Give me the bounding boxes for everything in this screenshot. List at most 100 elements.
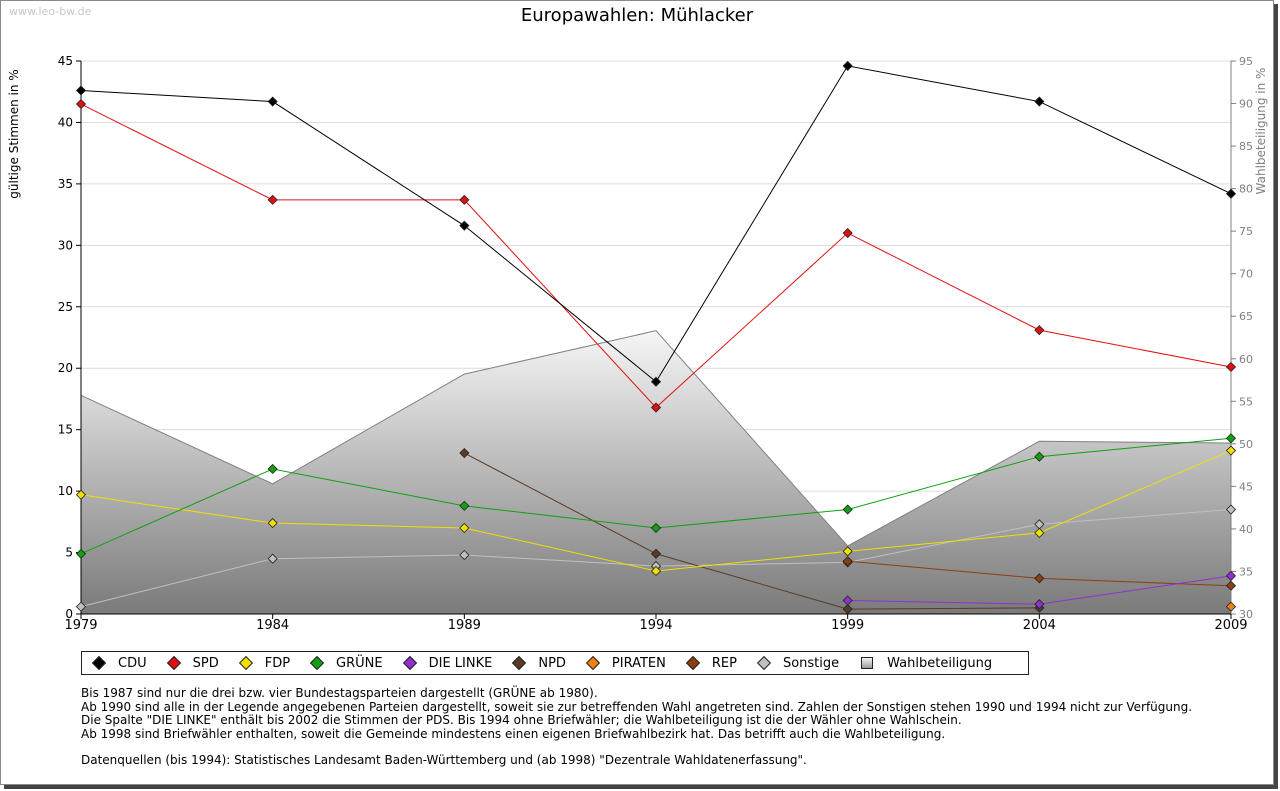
y2-tick-label: 40	[1239, 523, 1253, 536]
data-point-gr-ne	[1034, 451, 1045, 462]
y2-tick-label: 50	[1239, 438, 1253, 451]
y-tick-label: 25	[58, 300, 73, 314]
data-point-gr-ne	[650, 522, 662, 534]
legend-item: CDU	[91, 655, 147, 671]
data-point-fdp	[842, 546, 853, 557]
legend-label: CDU	[118, 655, 147, 671]
y2-axis-label: Wahlbeteiligung in %	[1254, 68, 1268, 195]
y-tick-label: 45	[58, 54, 73, 68]
data-point-fdp	[650, 565, 662, 577]
data-point-fdp	[459, 522, 470, 534]
y2-tick-label: 70	[1239, 268, 1253, 281]
series-line-npd	[464, 452, 1040, 610]
legend-marker	[166, 655, 181, 671]
legend-label: NPD	[538, 655, 566, 671]
legend-label: Wahlbeteiligung	[887, 655, 993, 671]
note-line: Ab 1990 sind alle in der Legende angegeb…	[81, 699, 1193, 714]
series-layer	[75, 60, 1237, 615]
series-npd	[459, 447, 1045, 615]
data-point-cdu	[1225, 188, 1237, 199]
data-point-die-linke	[842, 595, 853, 606]
series-cdu	[75, 60, 1237, 387]
series-gr-ne	[75, 433, 1237, 559]
legend-item: SPD	[166, 655, 219, 671]
notes-block: Bis 1987 sind nur die drei bzw. vier Bun…	[81, 686, 1193, 741]
y-tick-label: 40	[58, 115, 73, 129]
x-tick-label: 1994	[639, 618, 672, 633]
legend-marker	[685, 655, 700, 671]
data-point-die-linke	[1034, 599, 1045, 610]
data-point-spd	[1225, 361, 1237, 373]
data-point-rep	[1034, 573, 1045, 584]
y2-tick-label: 75	[1239, 225, 1253, 238]
y2-tick-label: 30	[1239, 608, 1253, 621]
y-tick-label: 20	[58, 361, 73, 375]
y2-tick-label: 85	[1239, 140, 1253, 153]
data-point-npd	[842, 604, 853, 615]
legend-item: Sonstige	[756, 655, 840, 671]
legend-marker	[91, 655, 107, 671]
legend-label: GRÜNE	[336, 655, 383, 671]
chart-legend: CDU SPD FDP GRÜNE DIE LINKE NPD PIRATEN REP Sons…	[81, 651, 1029, 675]
y-tick-label: 0	[65, 607, 73, 621]
data-point-fdp	[1225, 445, 1237, 456]
legend-marker	[585, 655, 600, 671]
y2-tick-label: 45	[1239, 480, 1253, 493]
data-point-cdu	[459, 220, 470, 231]
legend-item: FDP	[238, 655, 290, 671]
y2-tick-label: 35	[1239, 565, 1253, 578]
y2-tick-label: 65	[1239, 310, 1253, 323]
data-point-spd	[842, 227, 853, 239]
data-point-cdu	[267, 96, 278, 107]
data-point-fdp	[75, 489, 87, 500]
legend-label: SPD	[192, 655, 219, 671]
legend-item: GRÜNE	[309, 655, 383, 671]
y-tick-label: 35	[58, 177, 73, 191]
x-tick-label: 1999	[831, 618, 864, 633]
chart-svg: Europawahlen: Mühlacker 0 5 10 15 20 25 30 35 40…	[7, 5, 1268, 633]
source-note: Datenquellen (bis 1994): Statistisches L…	[81, 753, 807, 767]
series-rep	[842, 556, 1237, 591]
data-point-spd	[459, 194, 470, 205]
legend-item: REP	[685, 655, 737, 671]
data-point-sonstige	[75, 601, 87, 612]
axis-layer: 0 5 10 15 20 25 30 35 40 45 30 35 40 45 50 55 60 65 70 75 80…	[58, 54, 1253, 633]
legend-area-swatch	[861, 657, 874, 669]
data-point-gr-ne	[842, 504, 853, 515]
chart-title: Europawahlen: Mühlacker	[521, 5, 754, 26]
legend-label: PIRATEN	[611, 655, 666, 671]
data-point-rep	[1225, 580, 1237, 591]
data-point-sonstige	[267, 553, 278, 564]
series-piraten	[1225, 601, 1237, 612]
legend-item: PIRATEN	[585, 655, 666, 671]
legend-item: NPD	[512, 655, 566, 671]
legend-label: DIE LINKE	[428, 655, 493, 671]
y2-tick-label: 55	[1239, 395, 1253, 408]
y-axis-label: gültige Stimmen in %	[7, 69, 21, 198]
note-line: Die Spalte "DIE LINKE" enthält bis 2002 …	[81, 713, 962, 727]
legend-label: REP	[711, 655, 737, 671]
data-point-npd	[650, 548, 662, 559]
data-point-cdu	[75, 85, 87, 96]
data-point-spd	[1034, 325, 1045, 336]
watermark: www.leo-bw.de	[9, 5, 92, 18]
data-point-sonstige	[1225, 504, 1237, 515]
legend-label: Sonstige	[782, 655, 840, 671]
data-point-gr-ne	[1225, 433, 1237, 444]
data-point-gr-ne	[459, 500, 470, 511]
y2-tick-label: 80	[1239, 183, 1253, 196]
note-line: Bis 1987 sind nur die drei bzw. vier Bun…	[81, 686, 598, 700]
y2-tick-label: 90	[1239, 98, 1253, 111]
x-tick-label: 2004	[1023, 618, 1056, 633]
data-point-spd	[650, 402, 662, 413]
y2-tick-label: 60	[1239, 353, 1253, 366]
legend-marker	[512, 655, 527, 671]
data-point-spd	[267, 194, 278, 205]
data-point-cdu	[650, 376, 662, 387]
series-spd	[75, 98, 1237, 413]
legend-marker	[756, 655, 772, 671]
legend-item: Wahlbeteiligung	[861, 656, 992, 671]
note-line: Ab 1998 sind Briefwähler enthalten, sowe…	[81, 726, 946, 741]
legend-marker	[238, 655, 253, 671]
